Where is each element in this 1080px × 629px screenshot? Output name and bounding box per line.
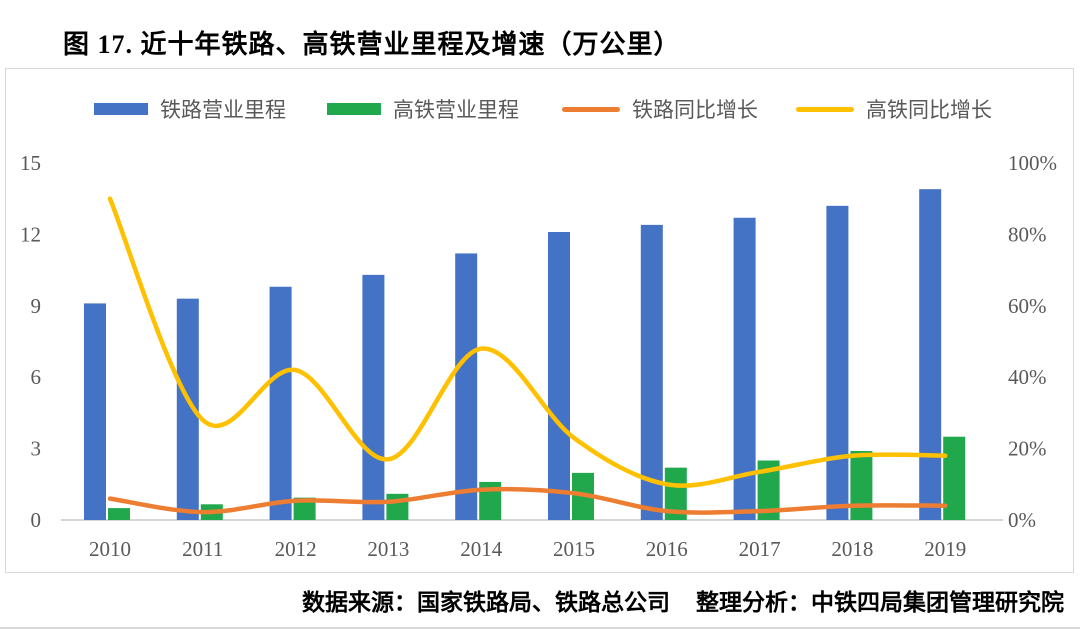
right-axis-tick: 100% [1008, 151, 1057, 175]
legend-label: 铁路同比增长 [632, 98, 758, 122]
hsr-bar-2013 [386, 493, 409, 520]
x-axis-label: 2019 [924, 537, 966, 561]
railway-bar-2019 [919, 189, 942, 520]
hsr-bar-2019 [943, 436, 966, 520]
chart-legend: 铁路营业里程 高铁营业里程 铁路同比增长 高铁同比增长 [6, 69, 1073, 129]
left-axis-tick: 3 [31, 437, 42, 461]
right-axis-tick: 80% [1008, 222, 1047, 246]
left-axis-tick: 12 [20, 222, 41, 246]
legend-label: 高铁营业里程 [393, 98, 519, 122]
footer-source: 数据来源：国家铁路局、铁路总公司 [302, 590, 670, 615]
right-axis-tick: 0% [1008, 508, 1036, 532]
hsr-bar-2017 [757, 460, 780, 520]
x-axis-label: 2014 [460, 537, 503, 561]
railway-bar-2017 [733, 217, 756, 521]
hsr-growth-line [107, 196, 948, 488]
legend-item-railway-growth: 铁路同比增长 [562, 97, 758, 122]
hsr-bar-2012 [293, 497, 316, 520]
right-axis-tick: 60% [1008, 294, 1047, 318]
railway-bar-swatch [94, 103, 148, 115]
hsr-bar-swatch [327, 103, 381, 115]
x-axis-label: 2012 [275, 537, 317, 561]
footer: 数据来源：国家铁路局、铁路总公司 整理分析：中铁四局集团管理研究院 [302, 583, 1064, 617]
chart-panel: 0 3 6 9 12 15 0% 20% 40% 60% 80% 100% 2010 2011 2012 20… [5, 68, 1074, 573]
hsr-bar-2018 [850, 450, 873, 520]
railway-bar-2013 [362, 274, 385, 520]
left-axis-tick: 6 [31, 365, 42, 389]
x-axis-label: 2018 [831, 537, 873, 561]
x-axis-label: 2011 [182, 537, 223, 561]
hsr-line-swatch [796, 106, 854, 112]
railway-bar-2012 [269, 286, 292, 520]
railway-growth-line [107, 486, 948, 515]
left-axis-tick: 15 [20, 151, 41, 175]
bottom-rule [0, 627, 1080, 629]
right-axis-tick: 20% [1008, 437, 1047, 461]
left-axis-tick: 0 [31, 508, 42, 532]
right-axis-labels: 0% 20% 40% 60% 80% 100% [1008, 151, 1057, 532]
legend-item-railway-mileage: 铁路营业里程 [94, 97, 286, 122]
railway-growth-path [107, 486, 948, 515]
footer-analysis: 整理分析：中铁四局集团管理研究院 [696, 590, 1064, 615]
page-title: 图 17. 近十年铁路、高铁营业里程及增速（万公里） [63, 30, 681, 59]
railway-line-swatch [562, 106, 620, 112]
x-axis-label: 2017 [739, 537, 781, 561]
railway-bars [84, 189, 942, 521]
legend-item-hsr-growth: 高铁同比增长 [796, 97, 992, 122]
railway-bar-2016 [640, 224, 663, 520]
legend-item-hsr-mileage: 高铁营业里程 [327, 97, 519, 122]
x-axis-label: 2015 [553, 537, 595, 561]
railway-bar-2015 [548, 232, 570, 520]
railway-bar-2010 [84, 303, 106, 520]
railway-bar-2011 [176, 298, 199, 520]
legend-label: 高铁同比增长 [866, 98, 992, 122]
x-axis-labels: 2010 2011 2012 2013 2014 2015 2016 2017 2018 2019 [89, 537, 966, 561]
right-axis-tick: 40% [1008, 365, 1047, 389]
x-axis-label: 2010 [89, 537, 131, 561]
x-axis-label: 2016 [646, 537, 688, 561]
left-axis-tick: 9 [31, 294, 42, 318]
railway-bar-2018 [826, 205, 849, 520]
hsr-bar-2010 [108, 508, 130, 520]
legend-label: 铁路营业里程 [160, 98, 286, 122]
railway-bar-2014 [455, 253, 478, 520]
x-axis-label: 2013 [367, 537, 409, 561]
hsr-bar-2016 [664, 467, 687, 520]
hsr-growth-path [107, 196, 948, 488]
left-axis-labels: 0 3 6 9 12 15 [20, 151, 41, 532]
